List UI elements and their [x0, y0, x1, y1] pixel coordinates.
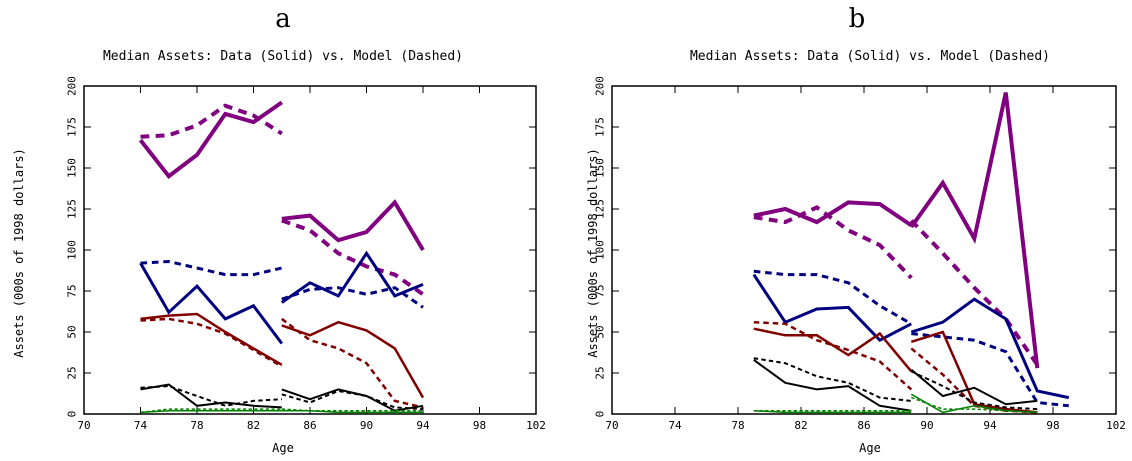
series-line-green-solid — [140, 409, 282, 414]
x-tick-label: 70 — [605, 419, 618, 432]
series-line-black-solid — [281, 388, 424, 412]
series-line-black-solid — [910, 368, 1038, 406]
x-axis-label: Age — [272, 441, 294, 455]
chart-panel-b: b Median Assets: Data (Solid) vs. Model … — [586, 4, 1126, 455]
x-tick-label: 78 — [190, 419, 203, 432]
y-tick-label: 150 — [594, 158, 607, 178]
series-line-black-solid — [140, 383, 282, 409]
series-line-purple-solid — [909, 92, 1040, 369]
chart-title: Median Assets: Data (Solid) vs. Model (D… — [690, 49, 1050, 64]
series-line-red-dashed — [753, 320, 913, 391]
series-line-green-dashed — [281, 408, 423, 412]
x-tick-label: 86 — [857, 419, 870, 432]
y-tick-label: 0 — [594, 411, 607, 418]
series-line-green-solid — [910, 393, 1038, 414]
y-tick-label: 25 — [594, 366, 607, 379]
panel-letter: b — [849, 4, 866, 34]
series-line-red-solid — [753, 327, 913, 373]
x-tick-label: 90 — [360, 419, 373, 432]
plot-frame — [611, 85, 1117, 415]
x-tick-label: 98 — [473, 419, 486, 432]
x-tick-label: 78 — [731, 419, 744, 432]
x-axis-label: Age — [859, 441, 881, 455]
series-line-blue-solid — [910, 297, 1070, 400]
y-axis-label: Assets (000s of 1998 dollars) — [12, 148, 26, 358]
x-tick-label: 90 — [920, 419, 933, 432]
y-tick-label: 75 — [594, 284, 607, 297]
series-line-blue-solid — [280, 250, 424, 304]
y-axis-label: Assets (000s of 1998 dollars) — [586, 148, 600, 358]
plot-frame — [83, 85, 537, 415]
series-line-red-dashed — [281, 317, 424, 409]
series-line-purple-solid — [281, 199, 425, 252]
series-line-red-dashed — [140, 317, 283, 368]
series-line-purple-dashed — [753, 205, 913, 280]
y-tick-label: 0 — [66, 411, 79, 418]
series-line-black-dashed — [281, 389, 424, 411]
x-tick-label: 98 — [1046, 419, 1059, 432]
y-tick-label: 50 — [66, 325, 79, 338]
series-line-blue-dashed — [281, 286, 424, 309]
series-line-purple-solid — [753, 200, 913, 228]
y-tick-label: 75 — [66, 284, 79, 297]
x-tick-label: 74 — [668, 419, 682, 432]
series-line-black-dashed — [910, 370, 1038, 411]
x-tick-label: 70 — [77, 419, 90, 432]
series-line-blue-solid — [752, 273, 912, 343]
y-tick-label: 100 — [594, 240, 607, 260]
x-tick-label: 102 — [1106, 419, 1126, 432]
series-line-blue-dashed — [140, 259, 283, 277]
series-line-red-solid — [281, 320, 425, 399]
series-line-black-solid — [753, 359, 912, 412]
y-tick-label: 100 — [66, 240, 79, 260]
series-line-purple-dashed — [909, 219, 1039, 366]
x-tick-label: 102 — [526, 419, 546, 432]
series-line-blue-dashed — [753, 269, 913, 326]
x-tick-label: 86 — [303, 419, 316, 432]
x-tick-label: 74 — [134, 419, 148, 432]
panel-letter: a — [275, 4, 291, 34]
x-tick-label: 94 — [416, 419, 430, 432]
chart-title: Median Assets: Data (Solid) vs. Model (D… — [103, 49, 463, 64]
series-line-blue-solid — [139, 262, 283, 345]
y-tick-label: 125 — [594, 199, 607, 219]
y-tick-label: 200 — [66, 76, 79, 96]
x-tick-label: 94 — [983, 419, 997, 432]
series-line-green-solid — [753, 409, 912, 414]
series-line-purple-dashed — [140, 103, 283, 139]
series-line-purple-dashed — [281, 218, 425, 296]
series-line-green-dashed — [911, 396, 1038, 414]
x-tick-label: 82 — [794, 419, 807, 432]
series-line-green-dashed — [140, 408, 282, 414]
series-line-black-dashed — [753, 357, 912, 402]
y-tick-label: 175 — [594, 117, 607, 137]
y-tick-label: 150 — [66, 158, 79, 178]
y-tick-label: 25 — [66, 366, 79, 379]
series-line-red-solid — [140, 312, 283, 366]
y-tick-label: 200 — [594, 76, 607, 96]
chart-panel-a: a Median Assets: Data (Solid) vs. Model … — [12, 4, 546, 455]
series-line-black-dashed — [140, 385, 282, 407]
x-tick-label: 82 — [247, 419, 260, 432]
y-tick-label: 175 — [66, 117, 79, 137]
series-line-blue-dashed — [911, 332, 1069, 408]
y-tick-label: 50 — [594, 325, 607, 338]
y-tick-label: 125 — [66, 199, 79, 219]
